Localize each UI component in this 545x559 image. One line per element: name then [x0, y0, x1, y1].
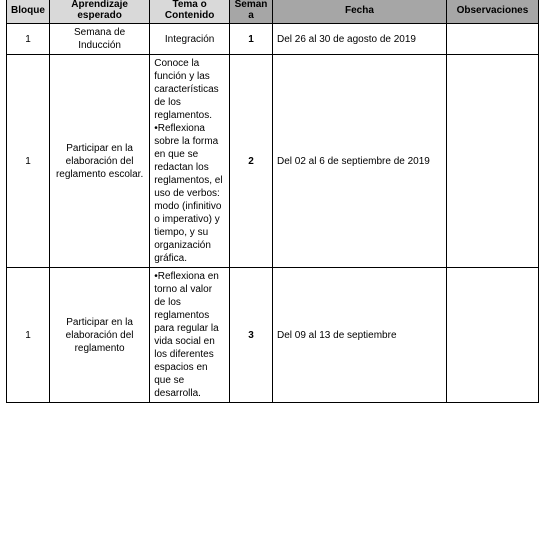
cell-tema: Integración	[150, 24, 230, 55]
cell-semana: 2	[230, 55, 273, 268]
cell-obs	[446, 24, 538, 55]
cell-semana: 3	[230, 268, 273, 403]
table-row: 1 Semana de Inducción Integración 1 Del …	[7, 24, 539, 55]
table-row: 1 Participar en la elaboración del regla…	[7, 55, 539, 268]
planning-table: Bloque Aprendizaje esperado Tema o Conte…	[6, 0, 539, 403]
cell-fecha: Del 26 al 30 de agosto de 2019	[272, 24, 446, 55]
col-header-aprend: Aprendizaje esperado	[49, 0, 149, 24]
cell-tema: •Reflexiona en torno al valor de los reg…	[150, 268, 230, 403]
col-header-tema: Tema o Contenido	[150, 0, 230, 24]
cell-fecha: Del 02 al 6 de septiembre de 2019	[272, 55, 446, 268]
cell-fecha: Del 09 al 13 de septiembre	[272, 268, 446, 403]
cell-obs	[446, 55, 538, 268]
cell-aprend: Participar en la elaboración del reglame…	[49, 55, 149, 268]
cell-bloque: 1	[7, 55, 50, 268]
cell-obs	[446, 268, 538, 403]
col-header-bloque: Bloque	[7, 0, 50, 24]
cell-tema: Conoce la función y las características …	[150, 55, 230, 268]
col-header-semana: Semana	[230, 0, 273, 24]
table-row: 1 Participar en la elaboración del regla…	[7, 268, 539, 403]
cell-aprend: Participar en la elaboración del reglame…	[49, 268, 149, 403]
table-header-row: Bloque Aprendizaje esperado Tema o Conte…	[7, 0, 539, 24]
cell-bloque: 1	[7, 24, 50, 55]
cell-semana: 1	[230, 24, 273, 55]
col-header-fecha: Fecha	[272, 0, 446, 24]
col-header-obs: Observaciones	[446, 0, 538, 24]
cell-bloque: 1	[7, 268, 50, 403]
cell-aprend: Semana de Inducción	[49, 24, 149, 55]
